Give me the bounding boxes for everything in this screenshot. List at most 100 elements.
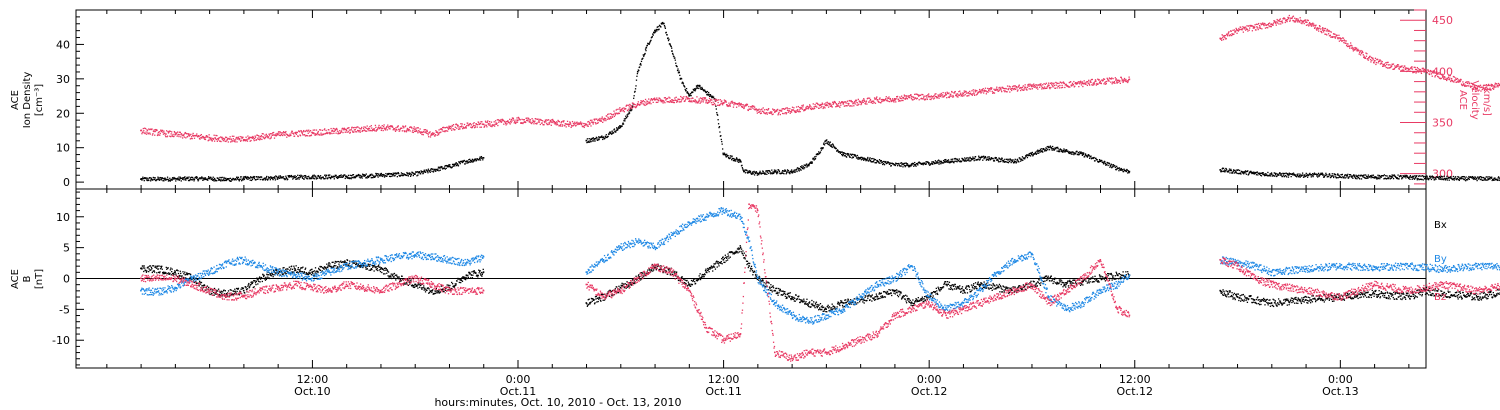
ion-density-series-point <box>960 160 963 163</box>
velocity-series-point <box>790 111 793 113</box>
velocity-series-point <box>900 95 903 97</box>
velocity-series-point <box>934 95 937 97</box>
velocity-series-point <box>367 127 370 129</box>
ion-density-series-point <box>648 43 650 45</box>
velocity-series-point <box>143 132 145 134</box>
ion-density-series-point <box>729 155 731 157</box>
velocity-series-point <box>1089 80 1092 82</box>
velocity-series-point <box>521 118 523 121</box>
ion-density-series-point <box>605 134 607 136</box>
ion-density-series-point <box>1395 176 1397 179</box>
velocity-series-point <box>444 127 447 129</box>
ion-density-series-point <box>663 24 666 27</box>
velocity-series-point <box>686 98 689 100</box>
velocity-series-point <box>330 130 333 132</box>
ion-density-series-point <box>473 159 475 161</box>
ion-density-series-point <box>694 88 697 91</box>
ion-density-series-point <box>800 169 802 171</box>
velocity-series-point <box>720 103 722 105</box>
velocity-series-point <box>887 97 890 100</box>
velocity-series-point <box>594 122 597 124</box>
ion-density-series-point <box>1308 173 1310 176</box>
ion-density-series-point <box>993 160 996 162</box>
velocity-series-point <box>466 124 468 127</box>
ion-density-series-point <box>1460 176 1462 179</box>
ion-density-series-point <box>785 173 787 175</box>
ion-density-series-point <box>914 164 917 166</box>
velocity-series-point <box>224 136 227 138</box>
velocity-series-point <box>224 140 226 142</box>
velocity-series-point <box>643 104 645 106</box>
ion-density-series-point <box>607 135 609 137</box>
ion-density-series-point <box>1230 168 1232 171</box>
velocity-series-point <box>1082 85 1084 88</box>
velocity-series-point <box>429 131 431 133</box>
velocity-series-point <box>561 121 563 123</box>
velocity-series-point <box>699 97 702 99</box>
velocity-series-point <box>827 104 829 106</box>
ion-density-series-point <box>1486 176 1488 178</box>
ion-density-series-point <box>589 138 592 140</box>
ion-density-series-point <box>878 159 881 161</box>
ion-density-series-point <box>1283 175 1285 178</box>
ion-density-series-point <box>847 154 849 156</box>
ion-density-series-point <box>1496 179 1498 181</box>
ion-density-series-point <box>1228 168 1231 170</box>
velocity-series-point <box>377 127 379 129</box>
ion-density-series-point <box>471 158 474 161</box>
ion-density-series-point <box>1431 175 1433 177</box>
ion-density-series-point <box>1080 151 1082 153</box>
velocity-series-point <box>738 105 740 107</box>
ion-density-series-point <box>247 178 249 180</box>
ion-density-series-point <box>856 157 858 159</box>
ion-density-series-point <box>855 155 857 157</box>
velocity-series-point <box>345 128 347 131</box>
velocity-series-point <box>1106 80 1108 83</box>
ion-density-series-point <box>1317 172 1320 175</box>
ion-density-series-point <box>1322 174 1324 176</box>
ion-density-series-point <box>452 163 455 166</box>
velocity-series-point <box>770 112 772 114</box>
velocity-series-point <box>588 122 591 124</box>
velocity-series-point <box>1047 84 1049 86</box>
velocity-series-point <box>694 99 696 101</box>
ion-density-series-point <box>471 160 473 162</box>
ion-density-series-point <box>956 158 959 160</box>
ion-density-series-point <box>156 178 159 180</box>
ion-density-series-point <box>901 163 903 166</box>
velocity-series-point <box>937 94 939 96</box>
velocity-series-point <box>857 104 859 106</box>
velocity-series-point <box>740 105 743 108</box>
velocity-series-point <box>848 99 850 102</box>
ion-density-series-point <box>738 158 740 161</box>
ion-density-series-point <box>174 177 176 179</box>
velocity-series-point <box>1056 82 1059 85</box>
velocity-series-point <box>674 97 676 99</box>
ion-density-series-point <box>324 174 326 176</box>
velocity-series-point <box>1052 86 1054 88</box>
velocity-series-point <box>827 102 829 105</box>
ion-density-series-point <box>1252 172 1254 175</box>
ion-density-series-point <box>417 174 419 176</box>
ion-density-series-point <box>964 160 967 162</box>
velocity-series-point <box>160 129 162 131</box>
ion-density-series-point <box>264 179 266 181</box>
ion-density-series-point <box>1010 159 1013 161</box>
velocity-series-point <box>623 107 625 109</box>
ion-density-series-point <box>177 178 180 180</box>
ion-density-series-point <box>1088 154 1090 157</box>
velocity-series-point <box>547 119 549 121</box>
velocity-series-point <box>767 108 769 111</box>
ion-density-series-point <box>654 31 657 33</box>
ion-density-series-point <box>1260 172 1262 175</box>
ion-density-series-point <box>856 154 859 157</box>
velocity-series-point <box>641 103 643 105</box>
velocity-series-point <box>329 133 331 135</box>
ion-density-series-point <box>1259 174 1262 176</box>
ion-density-series-point <box>866 158 869 160</box>
ion-density-series-point <box>1483 179 1485 181</box>
ion-density-series-point <box>150 177 153 179</box>
ion-density-series-point <box>1491 176 1493 178</box>
ion-density-series-point <box>1343 177 1345 179</box>
velocity-series-point <box>927 94 929 96</box>
